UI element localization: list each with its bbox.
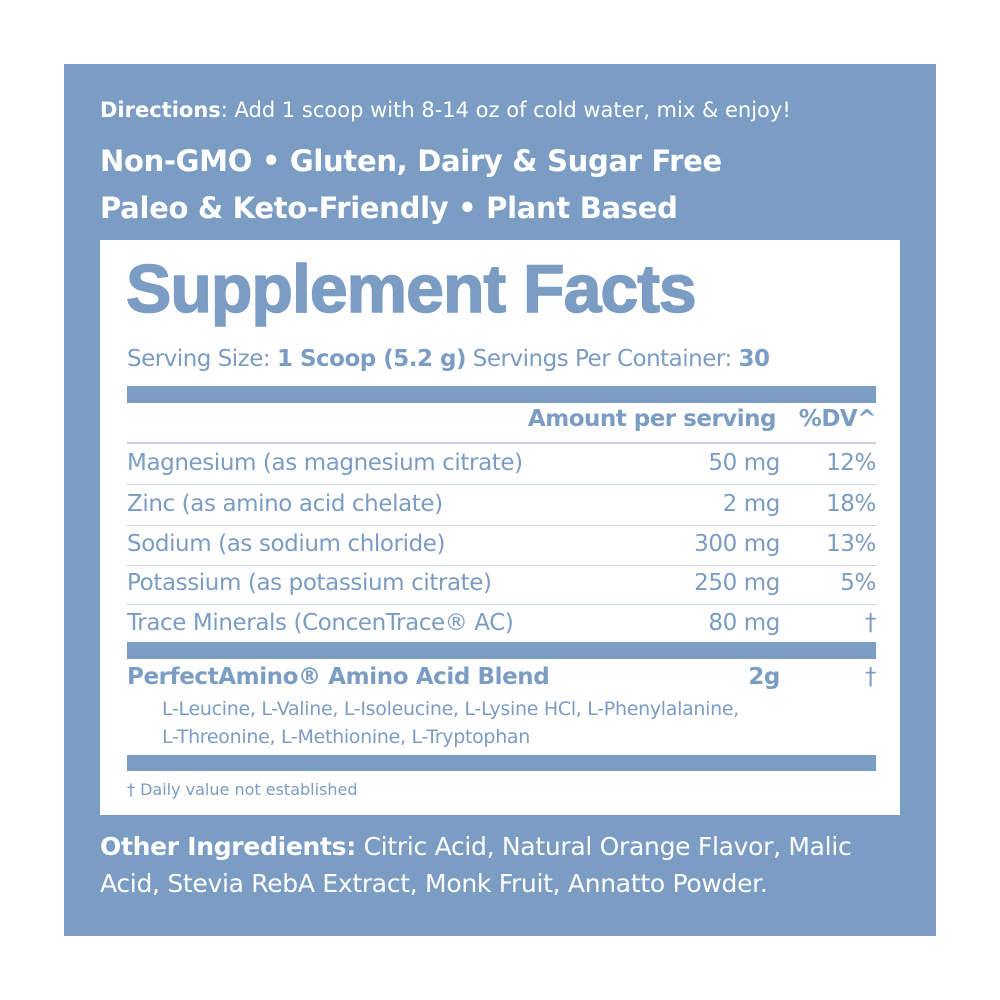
directions: Directions: Add 1 scoop with 8-14 oz of …	[100, 98, 791, 122]
facts-title: Supplement Facts	[125, 250, 697, 328]
divider-thick	[127, 755, 876, 771]
supplement-facts-panel: Supplement Facts Serving Size: 1 Scoop (…	[100, 240, 900, 815]
label-background: Directions: Add 1 scoop with 8-14 oz of …	[64, 64, 936, 936]
other-ingredients-line-1: Other Ingredients: Citric Acid, Natural …	[100, 832, 852, 861]
blend-name: PerfectAmino® Amino Acid Blend	[127, 664, 550, 690]
other-ingredients-line-2: Acid, Stevia RebA Extract, Monk Fruit, A…	[100, 869, 768, 898]
table-row: Sodium (as sodium chloride) 300 mg 13%	[127, 525, 876, 566]
blend-ingredients-2: L-Threonine, L-Methionine, L-Tryptophan	[162, 726, 531, 748]
blend-amount: 2g	[748, 664, 780, 690]
divider-thick	[127, 386, 876, 403]
table-row: Magnesium (as magnesium citrate) 50 mg 12%	[127, 444, 876, 485]
footnote: † Daily value not established	[127, 780, 358, 799]
header-amount: Amount per serving	[527, 406, 777, 432]
claim-line-1: Non-GMO • Gluten, Dairy & Sugar Free	[100, 144, 722, 178]
divider-thin	[127, 442, 876, 444]
claim-line-2: Paleo & Keto-Friendly • Plant Based	[100, 191, 678, 225]
serving-info: Serving Size: 1 Scoop (5.2 g) Servings P…	[127, 346, 770, 372]
blend-ingredients-1: L-Leucine, L-Valine, L-Isoleucine, L-Lys…	[162, 698, 740, 720]
table-row: Trace Minerals (ConcenTrace® AC) 80 mg †	[127, 610, 876, 636]
divider-thick	[127, 642, 876, 659]
header-dv: %DV^	[798, 406, 877, 432]
blend-dv: †	[864, 664, 877, 690]
table-row: Zinc (as amino acid chelate) 2 mg 18%	[127, 485, 876, 526]
table-row: Potassium (as potassium citrate) 250 mg 5%	[127, 564, 876, 605]
